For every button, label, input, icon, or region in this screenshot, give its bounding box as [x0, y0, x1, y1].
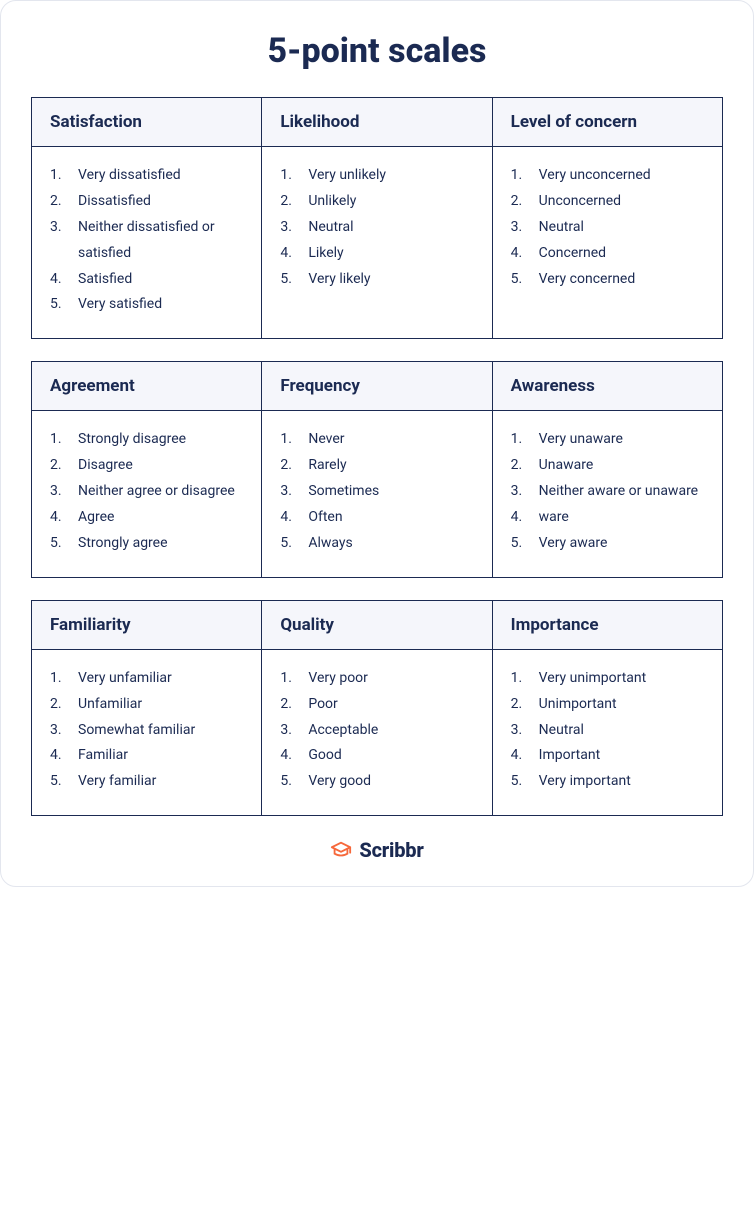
scale-item: Neither agree or disagree	[50, 479, 243, 505]
scale-item: Very concerned	[511, 267, 704, 293]
scale-item: Neither dissatisfied or satisfied	[50, 215, 243, 267]
scale-item: Important	[511, 743, 704, 769]
scale-header: Quality	[262, 601, 491, 650]
scale-cell: Quality Very poor Poor Acceptable Good V…	[262, 601, 492, 815]
scale-item: Very likely	[280, 267, 473, 293]
scale-body: Very unfamiliar Unfamiliar Somewhat fami…	[32, 650, 261, 815]
scale-item: Never	[280, 427, 473, 453]
scale-body: Very unconcerned Unconcerned Neutral Con…	[493, 147, 722, 312]
scale-body: Very unlikely Unlikely Neutral Likely Ve…	[262, 147, 491, 312]
scale-item: Always	[280, 531, 473, 557]
scales-card: 5-point scales Satisfaction Very dissati…	[0, 0, 754, 887]
scales-row: Agreement Strongly disagree Disagree Nei…	[31, 361, 723, 577]
scale-body: Strongly disagree Disagree Neither agree…	[32, 411, 261, 576]
scale-item: Unimportant	[511, 692, 704, 718]
scale-list: Strongly disagree Disagree Neither agree…	[50, 427, 243, 556]
scale-item: Somewhat familiar	[50, 718, 243, 744]
scale-cell: Frequency Never Rarely Sometimes Often A…	[262, 362, 492, 576]
scale-item: Unaware	[511, 453, 704, 479]
scale-list: Very unlikely Unlikely Neutral Likely Ve…	[280, 163, 473, 292]
scale-item: Often	[280, 505, 473, 531]
scale-item: Neither aware or unaware	[511, 479, 704, 505]
scale-item: Unlikely	[280, 189, 473, 215]
scale-cell: Likelihood Very unlikely Unlikely Neutra…	[262, 98, 492, 338]
scale-cell: Familiarity Very unfamiliar Unfamiliar S…	[32, 601, 262, 815]
scale-item: Rarely	[280, 453, 473, 479]
scale-cell: Awareness Very unaware Unaware Neither a…	[493, 362, 722, 576]
scale-item: Strongly agree	[50, 531, 243, 557]
scale-body: Very poor Poor Acceptable Good Very good	[262, 650, 491, 815]
scales-row: Familiarity Very unfamiliar Unfamiliar S…	[31, 600, 723, 816]
scale-item: Neutral	[280, 215, 473, 241]
scale-item: Very unfamiliar	[50, 666, 243, 692]
scale-list: Very poor Poor Acceptable Good Very good	[280, 666, 473, 795]
scale-body: Very unimportant Unimportant Neutral Imp…	[493, 650, 722, 815]
scale-header: Familiarity	[32, 601, 261, 650]
scales-row: Satisfaction Very dissatisfied Dissatisf…	[31, 97, 723, 339]
scale-list: Very unconcerned Unconcerned Neutral Con…	[511, 163, 704, 292]
scale-item: Acceptable	[280, 718, 473, 744]
scale-item: Neutral	[511, 718, 704, 744]
scale-item: ware	[511, 505, 704, 531]
scale-cell: Agreement Strongly disagree Disagree Nei…	[32, 362, 262, 576]
scale-header: Frequency	[262, 362, 491, 411]
scale-item: Unfamiliar	[50, 692, 243, 718]
brand-name: Scribbr	[359, 838, 423, 862]
scale-item: Strongly disagree	[50, 427, 243, 453]
scale-body: Very dissatisfied Dissatisfied Neither d…	[32, 147, 261, 338]
scale-item: Poor	[280, 692, 473, 718]
scale-item: Very familiar	[50, 769, 243, 795]
scale-list: Never Rarely Sometimes Often Always	[280, 427, 473, 556]
scale-body: Very unaware Unaware Neither aware or un…	[493, 411, 722, 576]
scale-item: Unconcerned	[511, 189, 704, 215]
scale-item: Likely	[280, 241, 473, 267]
scale-item: Very unimportant	[511, 666, 704, 692]
scale-header: Likelihood	[262, 98, 491, 147]
scale-item: Satisfied	[50, 267, 243, 293]
scale-body: Never Rarely Sometimes Often Always	[262, 411, 491, 576]
scale-item: Very good	[280, 769, 473, 795]
scale-item: Very aware	[511, 531, 704, 557]
scale-cell: Importance Very unimportant Unimportant …	[493, 601, 722, 815]
scale-header: Awareness	[493, 362, 722, 411]
scale-item: Very unlikely	[280, 163, 473, 189]
page-title: 5-point scales	[31, 31, 723, 71]
brand-footer: Scribbr	[31, 838, 723, 862]
scale-item: Disagree	[50, 453, 243, 479]
scribbr-logo-icon	[330, 839, 352, 861]
scale-item: Concerned	[511, 241, 704, 267]
scale-cell: Level of concern Very unconcerned Unconc…	[493, 98, 722, 338]
scale-item: Agree	[50, 505, 243, 531]
scale-item: Very dissatisfied	[50, 163, 243, 189]
scale-list: Very unimportant Unimportant Neutral Imp…	[511, 666, 704, 795]
scale-item: Very satisfied	[50, 292, 243, 318]
scale-header: Importance	[493, 601, 722, 650]
scale-list: Very dissatisfied Dissatisfied Neither d…	[50, 163, 243, 318]
scale-list: Very unfamiliar Unfamiliar Somewhat fami…	[50, 666, 243, 795]
scale-item: Very important	[511, 769, 704, 795]
scale-item: Very poor	[280, 666, 473, 692]
scale-item: Very unconcerned	[511, 163, 704, 189]
scale-item: Familiar	[50, 743, 243, 769]
scale-header: Level of concern	[493, 98, 722, 147]
scale-item: Dissatisfied	[50, 189, 243, 215]
scale-header: Satisfaction	[32, 98, 261, 147]
scale-item: Very unaware	[511, 427, 704, 453]
scale-cell: Satisfaction Very dissatisfied Dissatisf…	[32, 98, 262, 338]
scale-item: Neutral	[511, 215, 704, 241]
scale-item: Good	[280, 743, 473, 769]
scale-item: Sometimes	[280, 479, 473, 505]
scale-list: Very unaware Unaware Neither aware or un…	[511, 427, 704, 556]
scale-header: Agreement	[32, 362, 261, 411]
